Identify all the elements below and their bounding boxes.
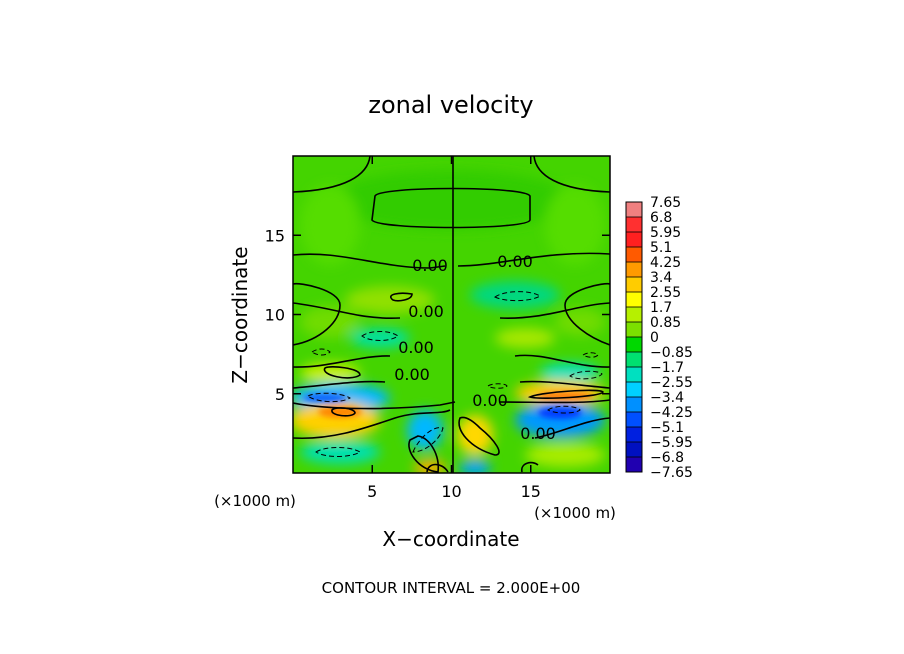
colorbar-label: 0 bbox=[650, 330, 659, 346]
colorbar-swatch bbox=[626, 412, 642, 428]
x-tick-label: 15 bbox=[521, 482, 541, 501]
colorbar-label: −1.7 bbox=[650, 360, 684, 376]
colorbar-swatch bbox=[626, 457, 642, 473]
colorbar-label: −4.25 bbox=[650, 405, 693, 421]
x-axis: 5 10 15 bbox=[367, 156, 541, 501]
velocity-field: 0.00 0.00 0.00 0.00 0.00 0.00 0.00 bbox=[293, 156, 610, 473]
contour-label: 0.00 bbox=[408, 302, 444, 321]
colorbar-label: 0.85 bbox=[650, 315, 681, 331]
y-tick-label: 5 bbox=[275, 385, 285, 404]
colorbar-label: 7.65 bbox=[650, 195, 681, 211]
colorbar-label: 1.7 bbox=[650, 300, 672, 316]
colorbar-swatch bbox=[626, 382, 642, 398]
colorbar-label: 5.95 bbox=[650, 225, 681, 241]
x-unit-label: (×1000 m) bbox=[214, 492, 296, 510]
contour-label: 0.00 bbox=[398, 338, 434, 357]
x-unit-label-right: (×1000 m) bbox=[534, 504, 616, 522]
x-tick-label: 10 bbox=[441, 482, 461, 501]
y-tick-label: 10 bbox=[265, 306, 285, 325]
contour-label: 0.00 bbox=[472, 391, 508, 410]
colorbar-label: −7.65 bbox=[650, 465, 693, 481]
contour-label: 0.00 bbox=[394, 365, 430, 384]
colorbar-label: 5.1 bbox=[650, 240, 672, 256]
colorbar-label: −5.1 bbox=[650, 420, 684, 436]
colorbar-label: −6.8 bbox=[650, 450, 684, 466]
colorbar-swatch bbox=[626, 427, 642, 443]
colorbar-label: −0.85 bbox=[650, 345, 693, 361]
colorbar-label: −3.4 bbox=[650, 390, 684, 406]
contour-interval-note: CONTOUR INTERVAL = 2.000E+00 bbox=[322, 579, 581, 597]
contour-label: 0.00 bbox=[497, 252, 533, 271]
colorbar-label: 3.4 bbox=[650, 270, 672, 286]
colorbar-label: −5.95 bbox=[650, 435, 693, 451]
colorbar-swatch bbox=[626, 247, 642, 263]
colorbar-label: 6.8 bbox=[650, 210, 672, 226]
colorbar-swatch bbox=[626, 202, 642, 218]
contour-label: 0.00 bbox=[520, 424, 556, 443]
colorbar-swatch bbox=[626, 232, 642, 248]
colorbar-swatch bbox=[626, 277, 642, 293]
colorbar-swatch bbox=[626, 217, 642, 233]
colorbar-swatch bbox=[626, 322, 642, 338]
colorbar-label: −2.55 bbox=[650, 375, 693, 391]
y-axis-title: Z−coordinate bbox=[228, 246, 252, 383]
colorbar: 7.656.85.955.14.253.42.551.70.850−0.85−1… bbox=[625, 195, 693, 481]
colorbar-swatch bbox=[626, 337, 642, 353]
chart-title: zonal velocity bbox=[368, 91, 533, 119]
x-tick-label: 5 bbox=[367, 482, 377, 501]
y-axis: 5 10 15 bbox=[265, 226, 610, 404]
colorbar-label: 4.25 bbox=[650, 255, 681, 271]
colorbar-swatch bbox=[626, 292, 642, 308]
colorbar-label: 2.55 bbox=[650, 285, 681, 301]
colorbar-swatch bbox=[626, 397, 642, 413]
contour-label: 0.00 bbox=[412, 256, 448, 275]
colorbar-swatch bbox=[626, 262, 642, 278]
colorbar-swatch bbox=[626, 352, 642, 368]
colorbar-swatch bbox=[626, 442, 642, 458]
x-axis-title: X−coordinate bbox=[382, 527, 519, 551]
colorbar-swatch bbox=[626, 307, 642, 323]
colorbar-swatch bbox=[626, 367, 642, 383]
y-tick-label: 15 bbox=[265, 226, 285, 245]
